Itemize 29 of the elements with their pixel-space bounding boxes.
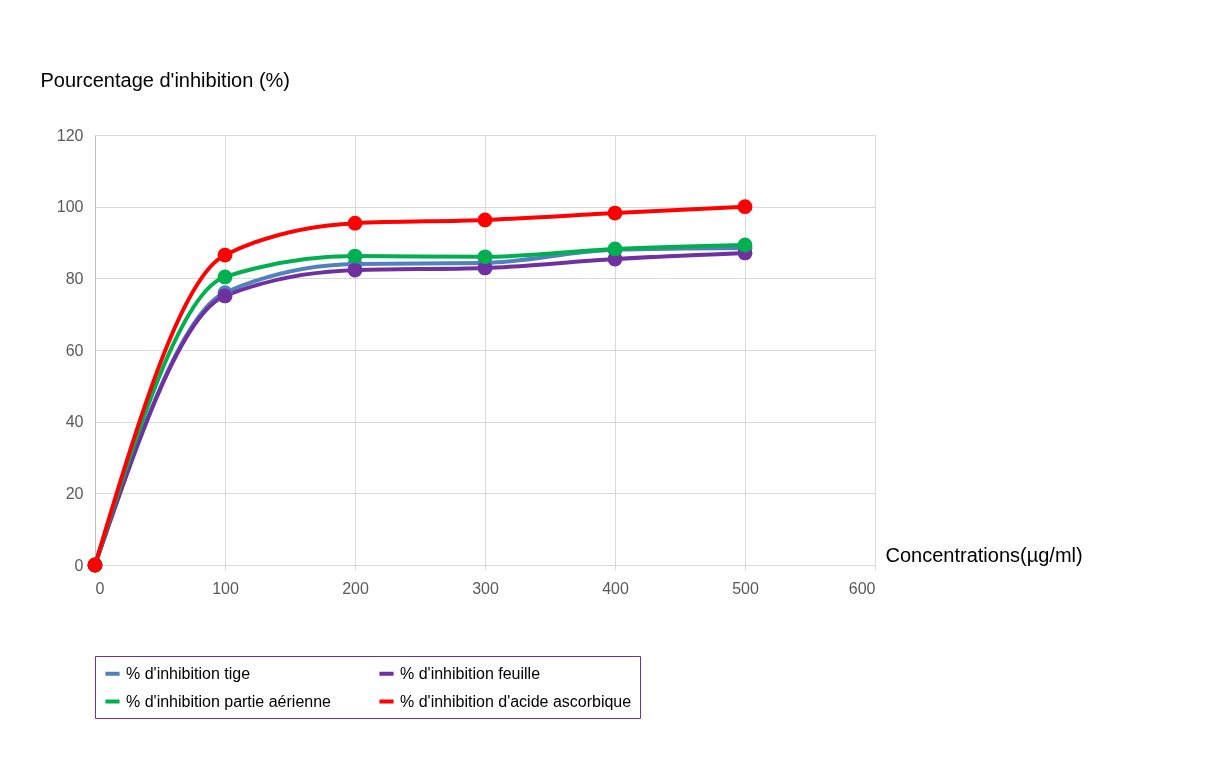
legend-label: % d'inhibition feuille bbox=[400, 664, 541, 682]
y-tick-label: 40 bbox=[65, 413, 84, 431]
x-tick-label: 0 bbox=[95, 579, 105, 597]
x-tick-label: 300 bbox=[472, 579, 499, 597]
y-tick-label: 100 bbox=[56, 198, 84, 216]
legend-label: % d'inhibition partie aérienne bbox=[126, 692, 332, 710]
point bbox=[607, 205, 623, 221]
y-axis-title: Pourcentage d'inhibition (%) bbox=[40, 68, 291, 91]
x-tick-label: 400 bbox=[602, 579, 629, 597]
y-tick-label: 20 bbox=[65, 484, 84, 502]
y-tick-label: 80 bbox=[65, 269, 84, 287]
point bbox=[347, 248, 363, 264]
point bbox=[477, 249, 493, 265]
x-tick-label: 600 bbox=[848, 579, 876, 597]
x-tick-label: 200 bbox=[342, 579, 369, 597]
x-axis-title: Concentrations(µg/ml) bbox=[885, 543, 1083, 566]
point bbox=[347, 262, 363, 278]
legend-label: % d'inhibition tige bbox=[126, 664, 251, 682]
x-tick-label: 500 bbox=[732, 579, 759, 597]
point bbox=[477, 212, 493, 228]
y-tick-label: 120 bbox=[56, 126, 84, 144]
y-tick-label: 0 bbox=[74, 556, 84, 574]
point bbox=[347, 215, 363, 231]
legend-label: % d'inhibition d'acide ascorbique bbox=[400, 692, 632, 710]
point bbox=[217, 247, 233, 263]
x-tick-label: 100 bbox=[212, 579, 239, 597]
y-tick-label: 60 bbox=[65, 341, 84, 359]
point bbox=[217, 269, 233, 285]
point bbox=[737, 199, 753, 215]
